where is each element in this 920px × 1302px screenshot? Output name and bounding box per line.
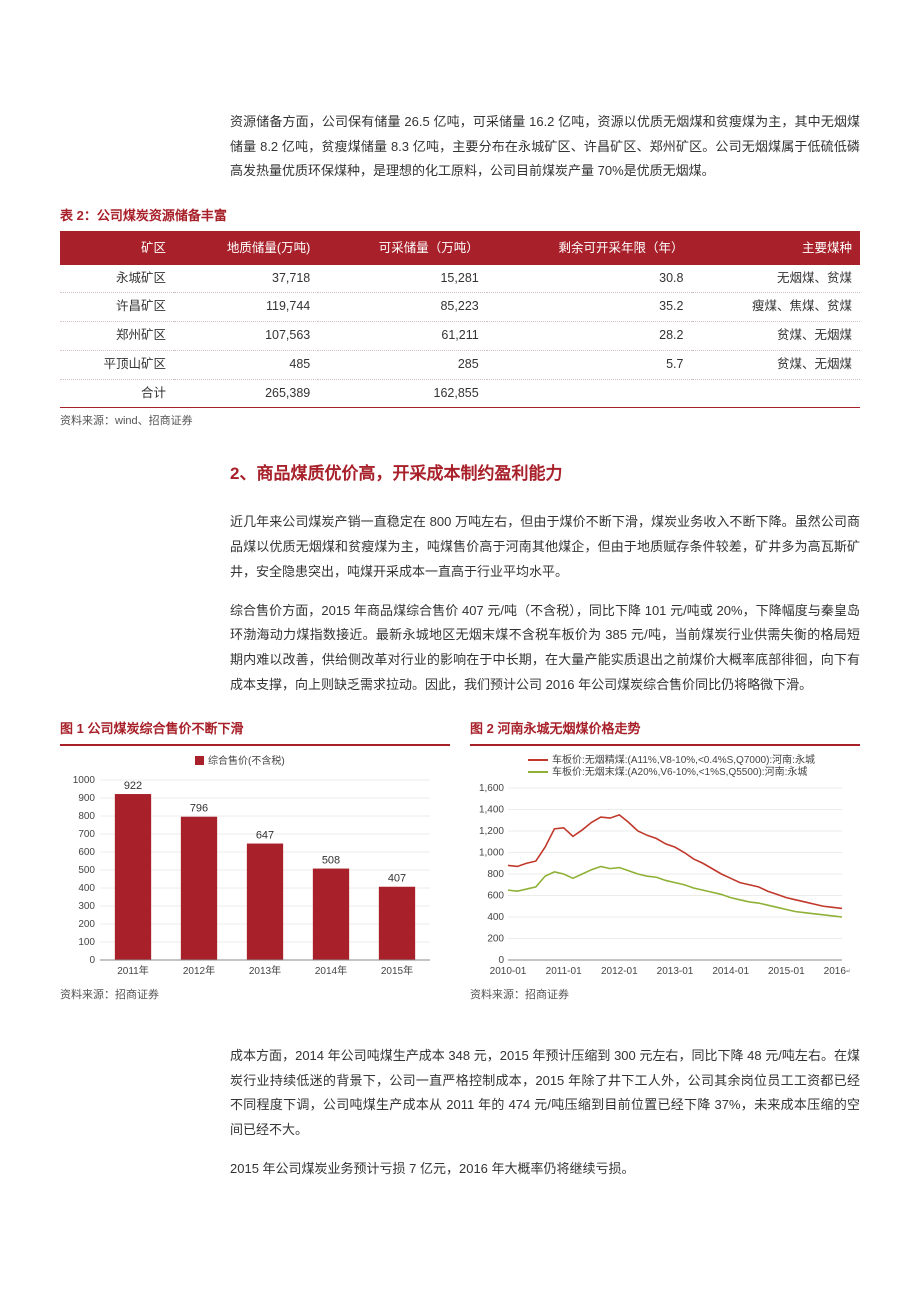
table-row: 郑州矿区107,56361,21128.2贫煤、无烟煤 bbox=[60, 322, 860, 351]
svg-text:2013-01: 2013-01 bbox=[657, 966, 694, 977]
table2-col-header: 剩余可开采年限（年） bbox=[487, 233, 692, 265]
svg-text:2014-01: 2014-01 bbox=[712, 966, 749, 977]
svg-text:200: 200 bbox=[487, 933, 504, 944]
table2-col-header: 矿区 bbox=[60, 233, 174, 265]
para-2b: 综合售价方面，2015 年商品煤综合售价 407 元/吨（不含税），同比下降 1… bbox=[230, 599, 860, 698]
table-cell: 285 bbox=[318, 350, 486, 379]
table-cell: 35.2 bbox=[487, 293, 692, 322]
svg-text:0: 0 bbox=[89, 955, 95, 966]
svg-text:300: 300 bbox=[78, 901, 95, 912]
svg-text:1,600: 1,600 bbox=[479, 783, 504, 794]
table2-col-header: 地质储量(万吨) bbox=[174, 233, 318, 265]
svg-text:508: 508 bbox=[322, 854, 340, 866]
table-cell: 15,281 bbox=[318, 265, 486, 293]
fig2-chart: 车板价:无烟精煤:(A11%,V8-10%,<0.4%S,Q7000):河南:永… bbox=[470, 752, 860, 982]
para-3b: 2015 年公司煤炭业务预计亏损 7 亿元，2016 年大概率仍将继续亏损。 bbox=[230, 1157, 860, 1182]
table-cell: 合计 bbox=[60, 379, 174, 408]
figures-row: 图 1 公司煤炭综合售价不断下滑 综合售价(不含税) 0 100 200 300 400 5… bbox=[60, 717, 860, 1024]
svg-text:100: 100 bbox=[78, 937, 95, 948]
fig2-source: 资料来源：招商证券 bbox=[470, 985, 860, 1006]
svg-text:2012年: 2012年 bbox=[183, 964, 215, 977]
table-row: 永城矿区37,71815,28130.8无烟煤、贫煤 bbox=[60, 265, 860, 293]
fig1-chart: 综合售价(不含税) 0 100 200 300 400 500 600 700 800 900 100… bbox=[60, 752, 450, 982]
svg-text:700: 700 bbox=[78, 829, 95, 840]
table-row: 平顶山矿区4852855.7贫煤、无烟煤 bbox=[60, 350, 860, 379]
para-3a: 成本方面，2014 年公司吨煤生产成本 348 元，2015 年预计压缩到 30… bbox=[230, 1044, 860, 1143]
table2-caption: 表 2：公司煤炭资源储备丰富 bbox=[60, 204, 860, 233]
svg-text:2012-01: 2012-01 bbox=[601, 966, 638, 977]
svg-text:2015年: 2015年 bbox=[381, 964, 413, 977]
section2-body: 近几年来公司煤炭产销一直稳定在 800 万吨左右，但由于煤价不断下滑，煤炭业务收… bbox=[230, 510, 860, 697]
table-cell: 107,563 bbox=[174, 322, 318, 351]
svg-text:2016-01: 2016-01 bbox=[824, 966, 850, 977]
svg-text:800: 800 bbox=[487, 869, 504, 880]
svg-text:400: 400 bbox=[78, 883, 95, 894]
table-cell: 无烟煤、贫煤 bbox=[692, 265, 861, 293]
table-cell: 永城矿区 bbox=[60, 265, 174, 293]
svg-text:2015-01: 2015-01 bbox=[768, 966, 805, 977]
figure-2: 图 2 河南永城无烟煤价格走势 车板价:无烟精煤:(A11%,V8-10%,<0… bbox=[470, 717, 860, 1024]
table-cell: 37,718 bbox=[174, 265, 318, 293]
table2-header-row: 矿区地质储量(万吨)可采储量（万吨）剩余可开采年限（年）主要煤种 bbox=[60, 233, 860, 265]
svg-text:2010-01: 2010-01 bbox=[490, 966, 527, 977]
table-cell: 平顶山矿区 bbox=[60, 350, 174, 379]
svg-text:647: 647 bbox=[256, 829, 274, 841]
table2-source: 资料来源：wind、招商证券 bbox=[60, 411, 860, 432]
table-cell: 郑州矿区 bbox=[60, 322, 174, 351]
svg-text:1,200: 1,200 bbox=[479, 826, 504, 837]
table-cell: 5.7 bbox=[487, 350, 692, 379]
svg-text:综合售价(不含税): 综合售价(不含税) bbox=[208, 754, 285, 767]
table-cell: 瘦煤、焦煤、贫煤 bbox=[692, 293, 861, 322]
table-cell: 265,389 bbox=[174, 379, 318, 408]
para-2a: 近几年来公司煤炭产销一直稳定在 800 万吨左右，但由于煤价不断下滑，煤炭业务收… bbox=[230, 510, 860, 584]
fig1-source: 资料来源：招商证券 bbox=[60, 985, 450, 1006]
svg-text:2014年: 2014年 bbox=[315, 964, 347, 977]
intro-paragraph: 资源储备方面，公司保有储量 26.5 亿吨，可采储量 16.2 亿吨，资源以优质… bbox=[230, 110, 860, 184]
svg-text:796: 796 bbox=[190, 803, 208, 815]
svg-text:车板价:无烟末煤:(A20%,V6-10%,<1%S,Q55: 车板价:无烟末煤:(A20%,V6-10%,<1%S,Q5500):河南:永城 bbox=[552, 765, 807, 778]
table-cell: 61,211 bbox=[318, 322, 486, 351]
svg-text:2011年: 2011年 bbox=[117, 964, 149, 977]
table-cell: 28.2 bbox=[487, 322, 692, 351]
fig2-title: 图 2 河南永城无烟煤价格走势 bbox=[470, 717, 860, 746]
table-cell: 119,744 bbox=[174, 293, 318, 322]
table-cell bbox=[692, 379, 861, 408]
svg-text:200: 200 bbox=[78, 919, 95, 930]
table2-col-header: 主要煤种 bbox=[692, 233, 861, 265]
svg-text:922: 922 bbox=[124, 780, 142, 792]
svg-text:600: 600 bbox=[487, 890, 504, 901]
svg-text:800: 800 bbox=[78, 811, 95, 822]
svg-text:407: 407 bbox=[388, 873, 406, 885]
table-cell: 162,855 bbox=[318, 379, 486, 408]
table-row: 许昌矿区119,74485,22335.2瘦煤、焦煤、贫煤 bbox=[60, 293, 860, 322]
svg-text:1000: 1000 bbox=[73, 775, 96, 786]
fig1-title: 图 1 公司煤炭综合售价不断下滑 bbox=[60, 717, 450, 746]
table-cell: 贫煤、无烟煤 bbox=[692, 322, 861, 351]
svg-text:500: 500 bbox=[78, 865, 95, 876]
svg-text:车板价:无烟精煤:(A11%,V8-10%,<0.4%S,Q: 车板价:无烟精煤:(A11%,V8-10%,<0.4%S,Q7000):河南:永… bbox=[552, 753, 815, 766]
figure-1: 图 1 公司煤炭综合售价不断下滑 综合售价(不含税) 0 100 200 300 400 5… bbox=[60, 717, 450, 1024]
section3-body: 成本方面，2014 年公司吨煤生产成本 348 元，2015 年预计压缩到 30… bbox=[230, 1044, 860, 1181]
table-row: 合计265,389162,855 bbox=[60, 379, 860, 408]
table-cell: 485 bbox=[174, 350, 318, 379]
intro-block: 资源储备方面，公司保有储量 26.5 亿吨，可采储量 16.2 亿吨，资源以优质… bbox=[230, 110, 860, 184]
svg-text:1,400: 1,400 bbox=[479, 804, 504, 815]
svg-text:900: 900 bbox=[78, 793, 95, 804]
table-cell: 许昌矿区 bbox=[60, 293, 174, 322]
table-cell bbox=[487, 379, 692, 408]
svg-text:400: 400 bbox=[487, 912, 504, 923]
svg-text:0: 0 bbox=[498, 955, 504, 966]
table2: 矿区地质储量(万吨)可采储量（万吨）剩余可开采年限（年）主要煤种 永城矿区37,… bbox=[60, 233, 860, 409]
table-cell: 30.8 bbox=[487, 265, 692, 293]
section2-heading: 2、商品煤质优价高，开采成本制约盈利能力 bbox=[230, 458, 860, 490]
table-cell: 85,223 bbox=[318, 293, 486, 322]
svg-text:600: 600 bbox=[78, 847, 95, 858]
table2-col-header: 可采储量（万吨） bbox=[318, 233, 486, 265]
svg-text:2013年: 2013年 bbox=[249, 964, 281, 977]
table-cell: 贫煤、无烟煤 bbox=[692, 350, 861, 379]
svg-text:1,000: 1,000 bbox=[479, 847, 504, 858]
svg-text:2011-01: 2011-01 bbox=[546, 966, 582, 977]
